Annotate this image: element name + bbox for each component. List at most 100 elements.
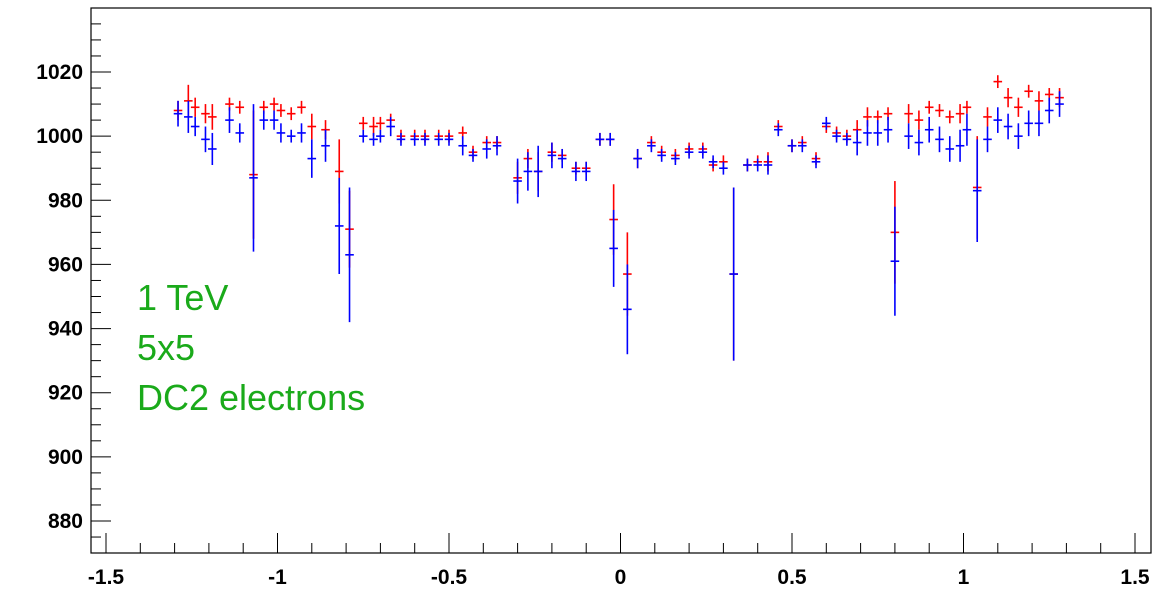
data-point <box>420 132 430 146</box>
data-point <box>286 107 296 121</box>
x-tick-label: -1.5 <box>88 566 125 589</box>
x-tick-label: 0 <box>615 566 627 589</box>
data-point <box>822 116 831 130</box>
data-point <box>753 158 762 172</box>
data-point <box>208 132 217 166</box>
x-tick-label: 1 <box>958 566 970 589</box>
data-point <box>698 145 708 159</box>
data-point <box>945 110 955 124</box>
data-point <box>623 264 632 355</box>
data-point <box>376 129 385 143</box>
data-point <box>787 139 797 153</box>
data-point <box>647 139 656 153</box>
data-point <box>1003 113 1013 140</box>
data-point <box>719 161 728 175</box>
annotation-energy: 1 TeV <box>137 277 228 318</box>
data-point <box>307 113 317 140</box>
data-point <box>410 132 419 146</box>
data-point <box>225 107 234 133</box>
data-point <box>1003 88 1013 108</box>
series-2 <box>173 91 1064 361</box>
data-point <box>276 123 286 143</box>
data-point <box>993 75 1003 89</box>
data-point <box>396 132 406 146</box>
data-point <box>883 116 893 143</box>
data-point <box>962 100 972 114</box>
data-point <box>914 110 924 130</box>
x-tick-label: 1.5 <box>1120 566 1150 589</box>
data-point <box>235 100 245 114</box>
data-point <box>358 129 368 143</box>
data-point <box>904 123 913 149</box>
data-point <box>595 132 605 146</box>
data-point <box>492 136 502 156</box>
y-tick-label: 940 <box>48 318 83 341</box>
data-markers <box>173 75 1064 361</box>
data-point <box>935 104 944 117</box>
data-point <box>557 148 567 169</box>
data-point <box>513 158 522 204</box>
data-point <box>945 136 955 162</box>
data-point <box>708 155 718 169</box>
annotation-cluster-size: 5x5 <box>137 327 195 368</box>
y-tick-label: 900 <box>48 446 83 469</box>
data-point <box>334 177 344 275</box>
y-tick-label: 880 <box>48 510 83 533</box>
y-tick-label: 920 <box>48 382 83 405</box>
series-1 <box>173 75 1064 361</box>
data-point <box>184 100 193 133</box>
data-point <box>773 123 783 137</box>
data-point <box>955 104 965 124</box>
data-point <box>852 129 862 156</box>
x-tick-label: -0.5 <box>431 566 468 589</box>
data-point <box>993 107 1003 133</box>
data-point <box>1024 84 1033 98</box>
data-point <box>468 148 478 162</box>
data-point <box>890 206 900 316</box>
data-point <box>955 129 965 162</box>
y-tick-label: 980 <box>48 189 83 212</box>
data-point <box>190 116 200 137</box>
data-point <box>444 132 454 146</box>
data-point <box>671 152 680 166</box>
data-point <box>321 129 330 162</box>
data-point <box>345 187 354 323</box>
data-point <box>924 116 934 143</box>
data-point <box>1014 97 1023 117</box>
y-tick-label: 1000 <box>36 125 83 148</box>
data-point <box>297 100 306 114</box>
data-point <box>458 136 468 156</box>
data-point <box>173 100 183 127</box>
data-point <box>286 129 296 143</box>
data-point <box>358 116 368 130</box>
data-point <box>386 116 395 137</box>
data-point <box>657 148 666 162</box>
data-point <box>763 155 773 175</box>
data-point <box>547 142 557 169</box>
x-axis-tick-labels: -1.5 -1 -0.5 0 0.5 1 1.5 <box>88 566 1150 589</box>
data-point <box>983 126 992 153</box>
data-point <box>684 145 694 159</box>
data-point <box>249 104 258 252</box>
data-point <box>1014 123 1023 149</box>
data-point <box>935 126 944 153</box>
data-point <box>1044 97 1054 124</box>
data-point <box>297 123 306 143</box>
x-tick-label: -1 <box>268 566 287 589</box>
data-point <box>983 107 992 127</box>
x-tick-label: 0.5 <box>777 566 807 589</box>
data-point <box>924 100 934 114</box>
data-point <box>269 97 279 111</box>
data-point <box>962 113 972 146</box>
y-tick-label: 1020 <box>36 61 83 84</box>
data-point <box>581 161 591 182</box>
annotation-sample: DC2 electrons <box>137 377 365 418</box>
axis-ticks <box>91 23 1136 553</box>
data-point <box>533 145 543 198</box>
data-point <box>235 123 245 143</box>
data-point <box>798 139 807 153</box>
data-point <box>1024 110 1033 137</box>
data-point <box>904 104 913 124</box>
data-point <box>434 132 443 146</box>
data-point <box>523 152 533 191</box>
